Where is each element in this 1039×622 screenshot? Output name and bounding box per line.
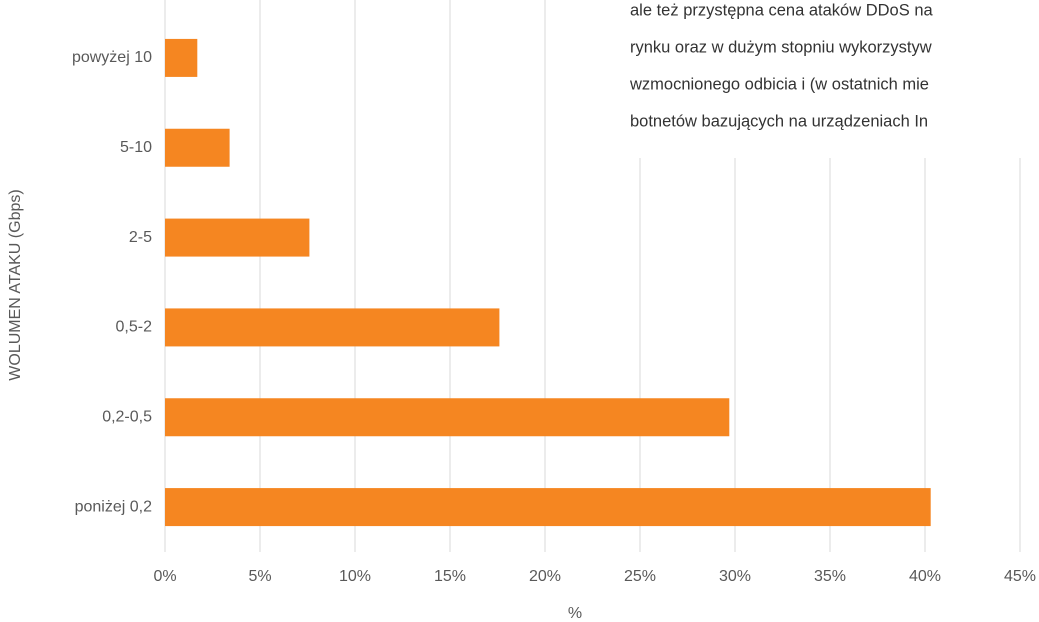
y-tick-label: 2-5 (129, 229, 152, 246)
y-tick-label: 0,2-0,5 (102, 408, 152, 425)
bar (165, 398, 730, 437)
x-tick-label: 30% (719, 568, 751, 585)
x-tick-label: 25% (624, 568, 656, 585)
y-tick-label: 5-10 (120, 139, 152, 156)
x-tick-label: 5% (248, 568, 271, 585)
x-tick-label: 20% (529, 568, 561, 585)
x-axis-label: % (568, 605, 582, 622)
x-tick-label: 35% (814, 568, 846, 585)
y-tick-label: powyżej 10 (72, 49, 152, 66)
text-box (603, 0, 1039, 158)
bar (165, 308, 500, 347)
overlay-text-line: ale też przystępna cena ataków DDoS na (630, 1, 933, 19)
x-tick-label: 0% (153, 568, 176, 585)
overlay-text-line: botnetów bazujących na urządzeniach In (630, 112, 928, 130)
bar (165, 218, 310, 257)
y-tick-label: poniżej 0,2 (75, 498, 152, 515)
overlay-text-line: rynku oraz w dużym stopniu wykorzystyw (630, 38, 932, 56)
x-tick-label: 15% (434, 568, 466, 585)
y-tick-label: 0,5-2 (116, 319, 153, 336)
bar (165, 38, 198, 77)
bar (165, 128, 230, 167)
bar (165, 488, 931, 527)
y-axis-label: WOLUMEN ATAKU (Gbps) (7, 189, 24, 380)
x-tick-label: 40% (909, 568, 941, 585)
overlay-text-line: wzmocnionego odbicia i (w ostatnich mie (629, 75, 929, 93)
x-tick-label: 10% (339, 568, 371, 585)
x-tick-label: 45% (1004, 568, 1036, 585)
